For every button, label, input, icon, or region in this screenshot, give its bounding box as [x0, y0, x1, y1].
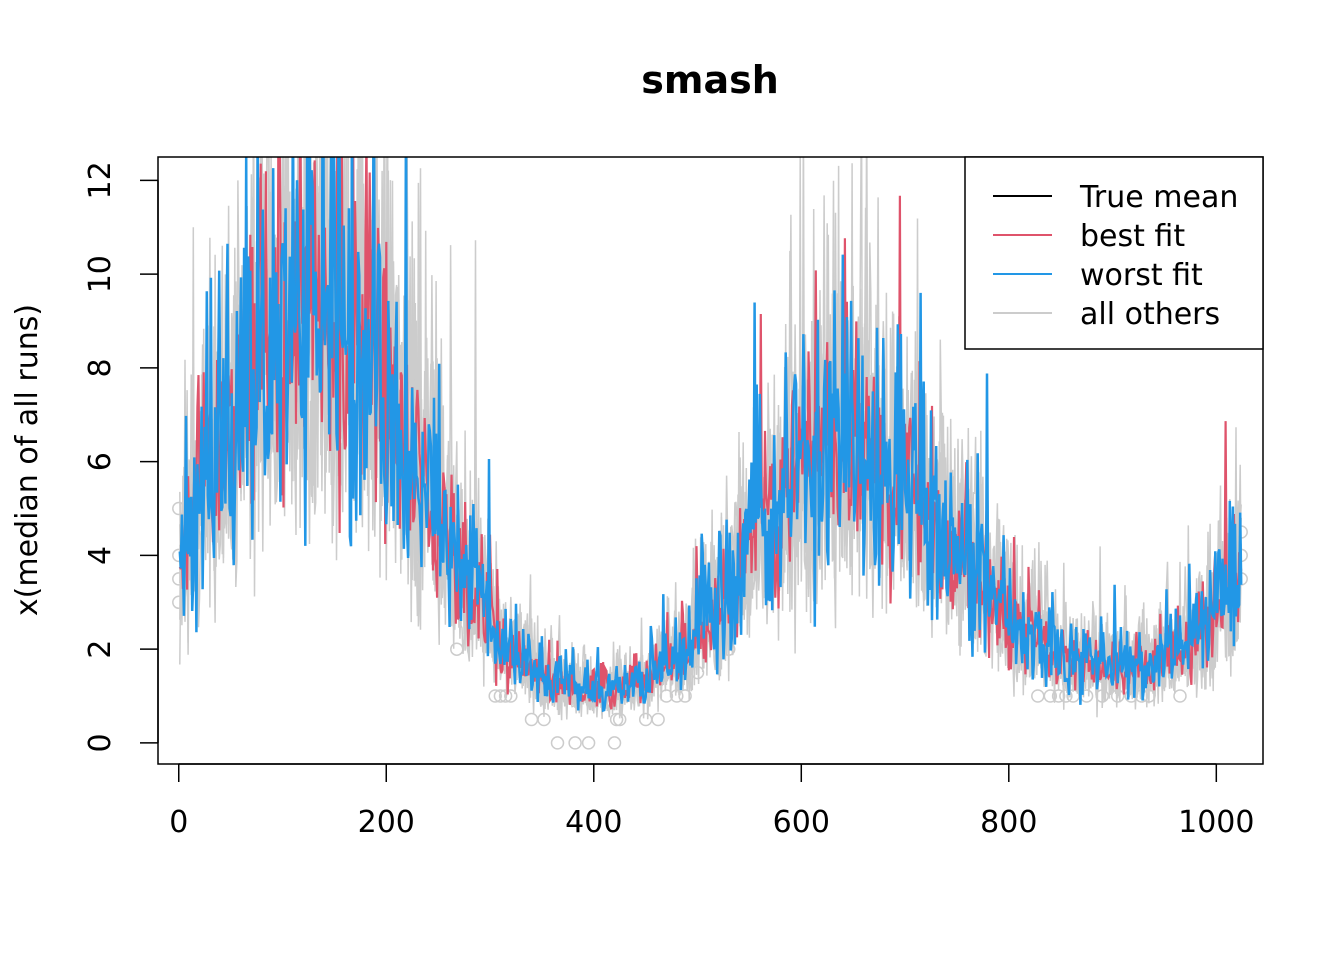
x-tick-label: 800	[980, 805, 1037, 840]
series-layer	[172, 157, 1248, 750]
observation-point	[1051, 689, 1066, 703]
observation-point	[1031, 689, 1045, 703]
y-tick-label: 10	[83, 255, 118, 293]
y-tick-label: 8	[83, 358, 118, 377]
y-tick-label: 6	[83, 452, 118, 471]
x-tick-label: 200	[358, 805, 415, 840]
observation-point	[638, 712, 653, 727]
x-tick-label: 0	[169, 805, 188, 840]
x-tick-label: 600	[773, 805, 830, 840]
observation-point	[568, 736, 582, 750]
observation-point	[1095, 689, 1109, 703]
observation-point	[651, 712, 665, 727]
legend-label: all others	[1080, 297, 1220, 332]
observation-point	[1124, 689, 1138, 703]
series-worst-fit-line	[178, 157, 1243, 713]
legend-label: True mean	[1079, 180, 1238, 215]
x-tick-label: 400	[565, 805, 622, 840]
legend-label: best fit	[1080, 219, 1185, 254]
observation-point	[537, 712, 551, 727]
chart-title: smash	[641, 58, 779, 102]
y-axis-label: x(median of all runs)	[10, 304, 45, 616]
observation-point	[607, 736, 622, 750]
observation-point	[524, 712, 539, 727]
observation-point	[690, 665, 705, 680]
y-tick-label: 4	[83, 546, 118, 565]
x-axis: 0 200 400 600 800 1000	[169, 763, 1254, 840]
observation-point	[493, 689, 508, 703]
observation-point	[450, 642, 464, 656]
observation-point	[504, 689, 518, 703]
observation-point	[609, 712, 624, 727]
legend-box	[964, 156, 1264, 350]
y-tick-label: 0	[83, 733, 118, 752]
observation-point	[678, 689, 692, 703]
observation-point	[488, 689, 502, 703]
legend-label: worst fit	[1080, 258, 1203, 293]
x-tick-label: 1000	[1178, 805, 1254, 840]
observation-point	[670, 689, 684, 703]
y-tick-label: 2	[83, 640, 118, 659]
observation-point	[1110, 689, 1125, 703]
y-tick-label: 12	[83, 161, 118, 199]
observation-point	[1173, 689, 1187, 703]
y-axis: 0 2 4 6 8 10 12	[83, 161, 159, 752]
legend: True mean best fit worst fit all others	[964, 156, 1264, 350]
observation-point	[581, 736, 596, 750]
observation-point	[1043, 689, 1058, 703]
observation-point	[1059, 689, 1073, 703]
observation-point	[612, 712, 627, 727]
observation-point	[498, 689, 513, 703]
observation-point	[550, 736, 565, 750]
observation-point	[659, 689, 674, 703]
